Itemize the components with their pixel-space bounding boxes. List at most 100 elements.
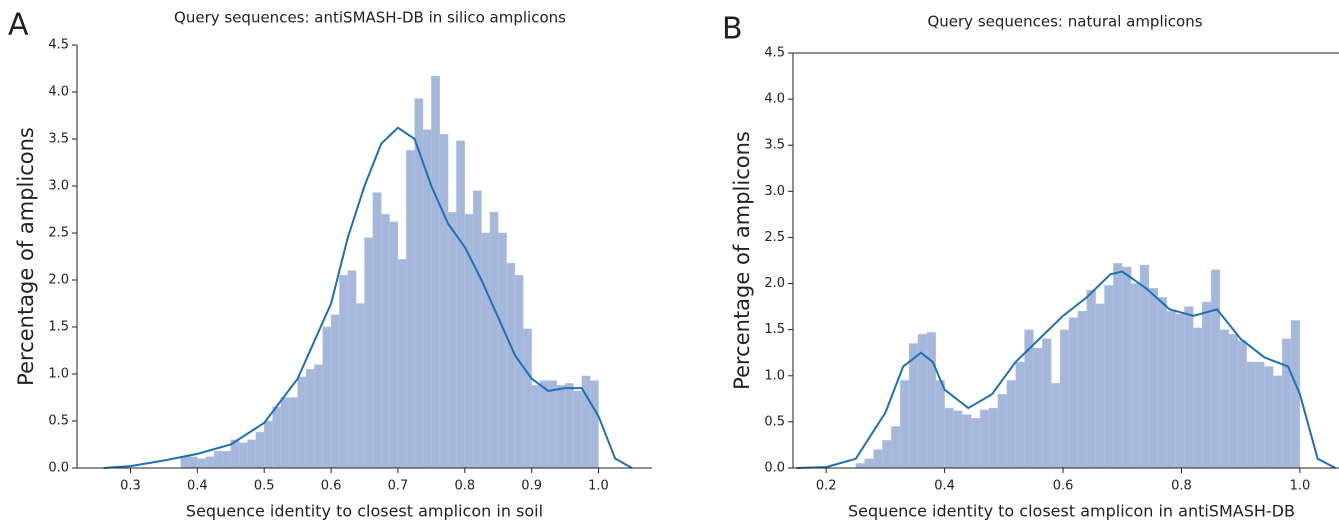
histogram-bar — [439, 134, 449, 469]
x-tick-label: 0.8 — [1171, 479, 1192, 494]
histogram-bar — [297, 376, 307, 469]
y-tick-label: 0.5 — [764, 414, 785, 429]
histogram-bar — [523, 328, 532, 469]
histogram-bar — [255, 432, 265, 469]
x-tick-label: 0.9 — [521, 479, 542, 494]
histogram-bar — [1033, 347, 1043, 469]
histogram-bar — [197, 458, 206, 469]
histogram-bar — [1273, 375, 1283, 469]
y-tick-label: 2.5 — [764, 230, 785, 245]
histogram-bar — [364, 237, 374, 469]
histogram-bar — [548, 380, 557, 469]
histogram-bar — [1015, 361, 1025, 469]
histogram-bar — [1068, 317, 1079, 469]
histogram-bar — [447, 212, 457, 469]
y-tick-label: 2.0 — [764, 276, 785, 291]
histogram-bar — [1130, 283, 1141, 469]
histogram-bar — [1210, 269, 1221, 469]
panel-label: B — [722, 12, 743, 47]
histogram-bar — [330, 314, 340, 469]
x-tick-label: 0.6 — [1053, 479, 1074, 494]
histogram-bar — [944, 407, 954, 469]
x-tick-label: 0.7 — [388, 479, 409, 494]
histogram-bar — [180, 456, 190, 469]
histogram-bar — [1104, 285, 1114, 469]
histogram-bar — [979, 409, 990, 469]
y-tick-label: 1.5 — [764, 322, 785, 337]
histogram-bar — [431, 75, 440, 469]
histogram-bar — [481, 232, 491, 469]
x-axis-label: Sequence identity to closest amplicon in… — [848, 502, 1295, 521]
y-axis-label: Percentage of amplicons — [14, 127, 38, 386]
histogram-bar — [355, 303, 365, 469]
y-tick-label: 4.0 — [48, 85, 69, 100]
histogram-bar — [1157, 297, 1167, 469]
histogram-bar — [1184, 306, 1194, 469]
histogram-bar — [882, 440, 892, 469]
histogram-bar — [1139, 264, 1150, 469]
histogram-bar — [322, 326, 332, 469]
histogram-bar — [1228, 334, 1238, 469]
histogram-bar — [573, 390, 582, 469]
x-tick-label: 0.5 — [254, 479, 275, 494]
histogram-bar — [1290, 320, 1301, 469]
histogram-bar — [1193, 327, 1203, 469]
histogram-bar — [1264, 366, 1274, 469]
x-tick-label: 1.0 — [588, 479, 609, 494]
histogram-bar — [472, 190, 482, 469]
y-tick-label: 3.0 — [48, 179, 69, 194]
histogram-bar — [962, 414, 972, 469]
histogram-bar — [1148, 287, 1158, 469]
panel-label: A — [8, 8, 29, 43]
y-tick-label: 4.5 — [764, 46, 785, 61]
histogram-bar — [926, 332, 936, 469]
histogram-bar — [514, 275, 524, 469]
histogram-bar — [238, 442, 248, 469]
histogram-bar — [1202, 301, 1212, 469]
x-axis-label: Sequence identity to closest amplicon in… — [186, 502, 543, 521]
histogram-bar — [988, 407, 999, 469]
histogram-bar — [864, 458, 874, 469]
histogram-bar — [1024, 329, 1034, 469]
y-tick-label: 1.5 — [48, 320, 69, 335]
histogram-bar — [489, 212, 499, 469]
histogram-bar — [873, 449, 883, 469]
histogram-bar — [389, 221, 399, 469]
histogram-bar — [280, 397, 290, 469]
histogram-bar — [908, 343, 919, 469]
y-tick-label: 1.0 — [48, 367, 69, 382]
x-tick-label: 0.8 — [454, 479, 475, 494]
chart-title: Query sequences: natural amplicons — [927, 13, 1202, 31]
histogram-bar — [1281, 338, 1292, 469]
y-tick-label: 0.0 — [764, 461, 785, 476]
y-tick-label: 3.5 — [48, 132, 69, 147]
y-tick-label: 1.0 — [764, 368, 785, 383]
y-tick-label: 0.0 — [48, 461, 69, 476]
histogram-bar — [589, 380, 599, 469]
histogram-bar — [222, 450, 231, 469]
histogram-bar — [264, 420, 273, 469]
histogram-bar — [1042, 338, 1052, 469]
histogram-bar — [506, 262, 516, 469]
y-tick-label: 0.5 — [48, 414, 69, 429]
y-tick-label: 2.5 — [48, 226, 69, 241]
histogram-bar — [347, 270, 357, 469]
y-tick-label: 3.0 — [764, 184, 785, 199]
histogram-bar — [456, 140, 465, 469]
y-axis-label: Percentage of amplicons — [730, 131, 754, 390]
histogram-bar — [1166, 311, 1176, 469]
kde-line — [796, 270, 1336, 469]
histogram-bar — [339, 275, 348, 469]
histogram-bar — [1059, 329, 1070, 469]
x-tick-label: 0.2 — [816, 479, 837, 494]
histogram-bar — [891, 426, 901, 469]
histogram-bar — [531, 385, 541, 469]
y-tick-label: 4.5 — [48, 38, 69, 53]
histogram-bar — [272, 406, 282, 469]
y-tick-label: 3.5 — [764, 138, 785, 153]
x-tick-label: 0.3 — [120, 479, 141, 494]
kde-line — [103, 126, 633, 469]
x-tick-label: 0.4 — [934, 479, 955, 494]
